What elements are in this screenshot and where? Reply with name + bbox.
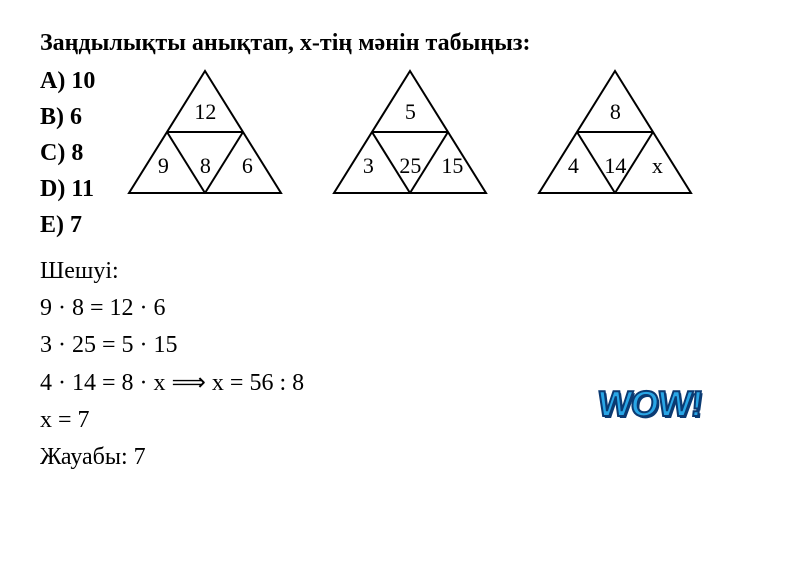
option-a: A) 10 — [40, 63, 95, 99]
cell-top: 8 — [535, 99, 695, 125]
triangle-figures: 12 9 8 6 5 3 25 15 8 4 — [125, 67, 695, 197]
cell-right: x — [639, 153, 675, 179]
triangle-1: 12 9 8 6 — [125, 67, 285, 197]
solution-heading: Шешуі: — [40, 253, 767, 290]
wow-sticker: WOW! — [596, 383, 704, 425]
option-e: E) 7 — [40, 207, 95, 243]
solution-step: 9 · 8 = 12 · 6 — [40, 290, 767, 327]
option-b: B) 6 — [40, 99, 95, 135]
triangle-2: 5 3 25 15 — [330, 67, 490, 197]
cell-right: 6 — [229, 153, 265, 179]
cell-right: 15 — [434, 153, 470, 179]
solution-block: Шешуі: 9 · 8 = 12 · 6 3 · 25 = 5 · 15 4 … — [40, 253, 767, 476]
cell-top: 12 — [125, 99, 285, 125]
option-d: D) 11 — [40, 171, 95, 207]
triangle-3: 8 4 14 x — [535, 67, 695, 197]
option-c: C) 8 — [40, 135, 95, 171]
answer-options: A) 10 B) 6 C) 8 D) 11 E) 7 — [40, 63, 95, 243]
top-row: A) 10 B) 6 C) 8 D) 11 E) 7 12 9 8 6 — [40, 63, 767, 243]
solution-answer: Жауабы: 7 — [40, 439, 767, 476]
solution-step: 3 · 25 = 5 · 15 — [40, 327, 767, 364]
cell-top: 5 — [330, 99, 490, 125]
question-title: Заңдылықты анықтап, x-тің мәнін табыңыз: — [40, 30, 767, 57]
